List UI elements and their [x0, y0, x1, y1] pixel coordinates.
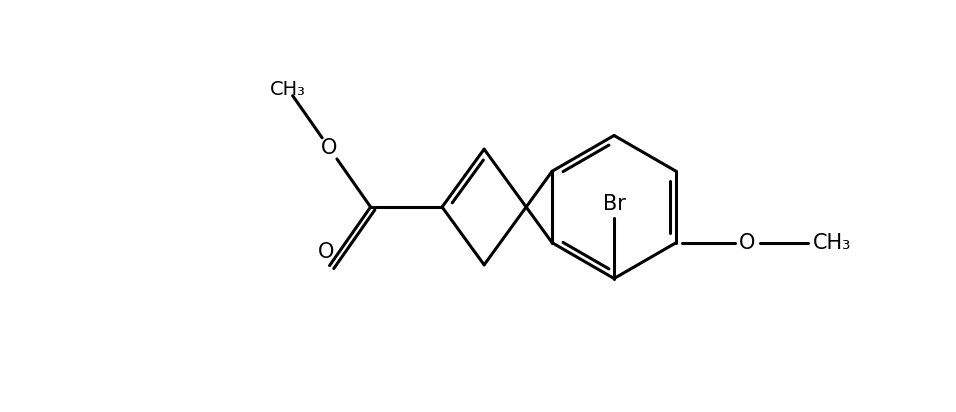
Text: O: O — [739, 233, 755, 253]
Text: CH₃: CH₃ — [271, 80, 306, 99]
Text: O: O — [321, 138, 337, 158]
Text: Br: Br — [602, 194, 625, 214]
Text: O: O — [317, 241, 334, 262]
Text: CH₃: CH₃ — [814, 233, 852, 253]
